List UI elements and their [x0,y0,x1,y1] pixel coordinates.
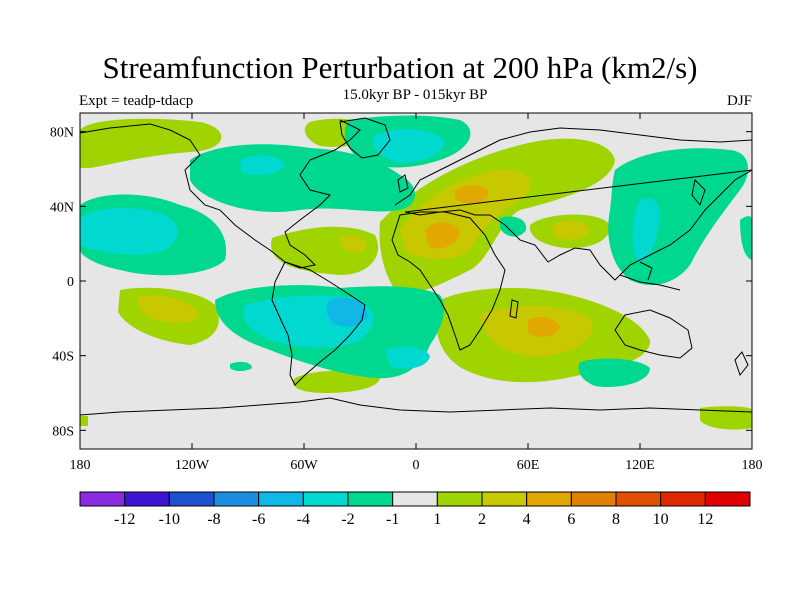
colorbar-label: -1 [386,511,399,528]
colorbar-box [570,491,617,507]
colorbar-box [79,491,126,507]
coastline-eurasia [394,127,752,281]
colorbar-box [258,491,304,507]
lon-tick-label: 0 [413,458,420,473]
map-plot-area [80,113,752,449]
negative-region [230,361,252,371]
coastline-south-america [271,261,366,386]
negative-region [632,198,660,262]
lon-tick-label: 180 [742,458,763,473]
colorbar-box [213,491,260,507]
lon-tick-label: 60E [517,458,540,473]
colorbar-label: -6 [252,511,265,528]
colorbar-box [436,491,483,507]
coastline-japan [691,178,706,207]
season-label: DJF [726,93,752,109]
colorbar: -12 -10 -8 -6 -4 -2 -1 1 2 4 6 8 10 12 [79,491,751,528]
lon-tick-label: 120E [625,458,655,473]
colorbar-label: 10 [653,511,669,528]
coastline-new-zealand [734,351,749,377]
coastline-uk [397,174,409,193]
strong-positive-regions [425,185,560,337]
colorbar-box [526,491,572,507]
positive-region [340,235,366,253]
colorbar-label: 6 [567,511,575,528]
positive-region [80,416,88,426]
longitude-axis: 180 120W 60W 0 60E 120E 180 [70,113,763,473]
positive-region [137,295,200,323]
lat-tick-label: 80S [52,424,74,439]
negative-region [385,346,430,369]
colorbar-box [347,491,394,507]
positive-region [552,220,590,240]
coastline-indonesia [619,261,681,291]
negative-region [372,128,445,163]
colorbar-label: -4 [297,511,310,528]
map-subtitle: 15.0kyr BP - 015kyr BP [342,87,488,103]
coastline-madagascar [509,299,519,319]
coastlines [80,117,752,416]
colorbar-box [481,491,528,507]
negative-region [500,216,527,237]
colorbar-box [392,491,438,507]
colorbar-box [124,491,170,507]
negative-region [80,207,178,255]
negative-region [326,297,368,327]
lon-tick-label: 180 [70,458,91,473]
positive-region [528,317,560,337]
colorbar-box [168,491,215,507]
lat-tick-label: 40N [50,200,74,215]
coastline-greenland [339,117,391,159]
lon-tick-label: 60W [290,458,318,473]
colorbar-label: 2 [478,511,486,528]
map-title: Streamfunction Perturbation at 200 hPa (… [102,50,698,85]
negative-region [740,216,752,260]
colorbar-label: 4 [523,511,531,528]
colorbar-label: -8 [207,511,220,528]
coastline-north-america [80,119,361,269]
colorbar-label: -2 [341,511,354,528]
positive-region [700,406,752,430]
lat-tick-label: 40S [52,350,74,365]
coastline-australia [614,309,693,359]
colorbar-box [704,491,751,507]
colorbar-box [302,491,349,507]
coastline-africa [391,211,506,351]
colorbar-label: 1 [433,511,441,528]
negative-region [578,358,650,388]
lon-tick-label: 120W [175,458,210,473]
colorbar-box [660,491,706,507]
colorbar-label: 8 [612,511,620,528]
coastline-antarctica [80,397,752,416]
lat-tick-label: 80N [50,126,74,141]
latitude-axis: 80N 40N 0 40S 80S [50,126,752,439]
strong-negative-regions [326,297,368,327]
experiment-label: Expt = teadp-tdacp [79,93,194,109]
positive-region [455,185,489,204]
colorbar-label: -10 [159,511,180,528]
colorbar-label: -12 [114,511,135,528]
colorbar-box [615,491,662,507]
negative-region [240,155,285,176]
positive-region [425,221,460,249]
positive-region [80,118,222,168]
colorbar-label: 12 [697,511,713,528]
positive-region [293,370,380,394]
lat-tick-label: 0 [67,275,74,290]
